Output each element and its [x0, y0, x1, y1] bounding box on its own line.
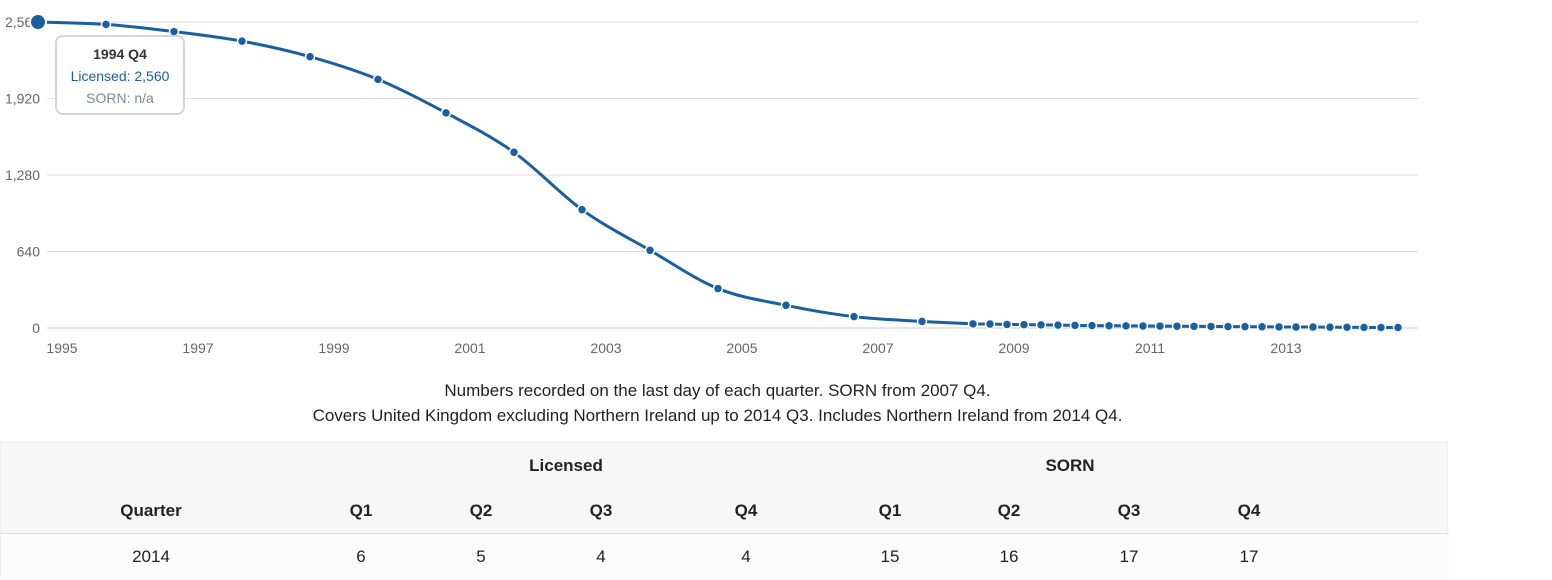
data-point [1394, 323, 1403, 332]
data-point [986, 320, 995, 329]
table-header-licensed-q4: Q4 [661, 488, 831, 534]
x-tick-label: 2009 [998, 340, 1029, 356]
table-header-quarter: Quarter [1, 488, 301, 534]
data-point [1190, 322, 1199, 331]
data-point [1037, 320, 1046, 329]
cell-sorn-q1: 15 [831, 534, 949, 580]
data-point [1139, 321, 1148, 330]
y-tick-label: 1,280 [5, 167, 40, 183]
data-table: Licensed SORN Quarter Q1 Q2 Q3 Q4 Q1 Q2 … [0, 442, 1448, 577]
table-group-licensed: Licensed [301, 443, 831, 488]
table-header-sorn-q4: Q4 [1189, 488, 1309, 534]
cell-spacer [1309, 534, 1449, 580]
data-point [1326, 323, 1335, 332]
data-point [238, 37, 247, 46]
x-tick-label: 2003 [590, 340, 621, 356]
data-point-highlighted [30, 14, 46, 30]
cell-licensed-q1: 6 [301, 534, 421, 580]
data-point [306, 52, 315, 61]
x-tick-label: 2001 [454, 340, 485, 356]
table-header-licensed-q3: Q3 [541, 488, 661, 534]
data-point [1377, 323, 1386, 332]
cell-sorn-q2: 16 [949, 534, 1069, 580]
data-point [1071, 321, 1080, 330]
tooltip-title: 1994 Q4 [57, 43, 183, 65]
y-tick-label: 0 [32, 320, 40, 336]
table-group-spacer [1, 443, 301, 488]
data-point [102, 20, 111, 29]
data-point [1343, 323, 1352, 332]
data-point [1020, 320, 1029, 329]
cell-licensed-q3: 4 [541, 534, 661, 580]
tooltip-sorn: SORN: n/a [57, 87, 183, 109]
data-point [918, 317, 927, 326]
licensed-series-points [30, 14, 1403, 332]
data-point [850, 312, 859, 321]
x-tick-label: 2011 [1135, 340, 1165, 356]
data-point [1224, 322, 1233, 331]
chart-notes: Numbers recorded on the last day of each… [0, 378, 1435, 428]
x-tick-label: 1997 [182, 340, 213, 356]
cell-licensed-q2: 5 [421, 534, 541, 580]
table-group-spacer [1309, 443, 1449, 488]
y-tick-label: 640 [17, 244, 41, 260]
chart-grid [47, 22, 1418, 328]
data-point [442, 108, 451, 117]
tooltip-licensed: Licensed: 2,560 [57, 65, 183, 87]
data-point [969, 319, 978, 328]
data-point [1258, 322, 1267, 331]
table-header-licensed-q1: Q1 [301, 488, 421, 534]
cell-sorn-q4: 17 [1189, 534, 1309, 580]
cell-quarter: 2014 [1, 534, 301, 580]
table-header-licensed-q2: Q2 [421, 488, 541, 534]
chart-tooltip: 1994 Q4 Licensed: 2,560 SORN: n/a [55, 35, 185, 115]
data-point [782, 301, 791, 310]
data-point [1088, 321, 1097, 330]
x-tick-label: 2005 [726, 340, 757, 356]
data-point [1292, 323, 1301, 332]
data-point [1275, 322, 1284, 331]
table-header-sorn-q3: Q3 [1069, 488, 1189, 534]
data-point [714, 284, 723, 293]
table-row: 2014 6 5 4 4 15 16 17 17 [1, 534, 1449, 580]
data-point [1360, 323, 1369, 332]
data-point [1105, 321, 1114, 330]
cell-sorn-q3: 17 [1069, 534, 1189, 580]
data-point [1156, 322, 1165, 331]
data-point [1173, 322, 1182, 331]
table-header-spacer [1309, 488, 1449, 534]
table-header-sorn-q2: Q2 [949, 488, 1069, 534]
data-point [510, 148, 519, 157]
note-line-1: Numbers recorded on the last day of each… [0, 378, 1435, 403]
x-axis: 1995 1997 1999 2001 2003 2005 2007 2009 2011 2013 [46, 340, 1301, 356]
y-tick-label: 1,920 [5, 91, 40, 107]
data-point [1054, 321, 1063, 330]
data-point [1309, 323, 1318, 332]
x-tick-label: 2007 [862, 340, 893, 356]
table-group-sorn: SORN [831, 443, 1309, 488]
table-header-sorn-q1: Q1 [831, 488, 949, 534]
data-point [1003, 320, 1012, 329]
x-tick-label: 1995 [46, 340, 77, 356]
data-point [374, 75, 383, 84]
data-point [1207, 322, 1216, 331]
x-tick-label: 1999 [318, 340, 349, 356]
cell-licensed-q4: 4 [661, 534, 831, 580]
x-tick-label: 2013 [1270, 340, 1301, 356]
data-point [578, 205, 587, 214]
data-point [1122, 321, 1131, 330]
note-line-2: Covers United Kingdom excluding Northern… [0, 403, 1435, 428]
data-point [1241, 322, 1250, 331]
data-point [646, 246, 655, 255]
